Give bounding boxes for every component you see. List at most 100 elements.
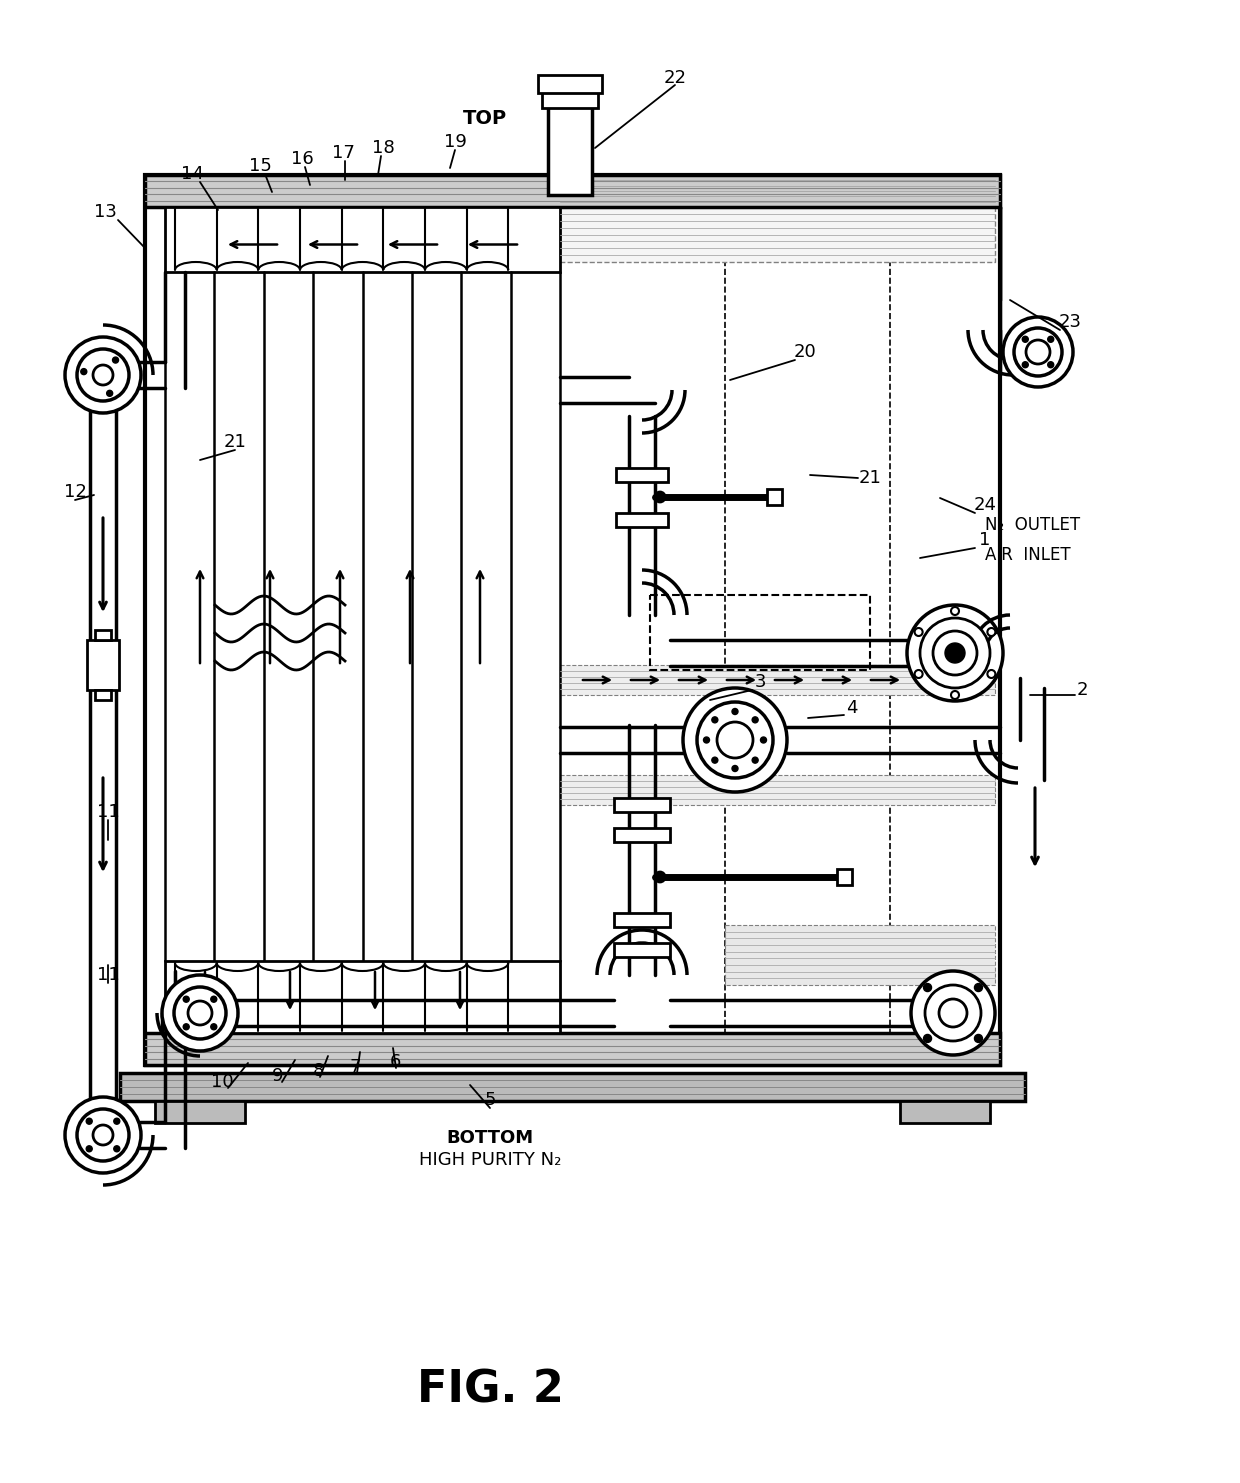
Circle shape bbox=[114, 1118, 120, 1124]
Circle shape bbox=[683, 688, 787, 792]
Circle shape bbox=[939, 1000, 967, 1028]
Text: 21: 21 bbox=[223, 433, 247, 451]
Bar bbox=[538, 76, 601, 93]
Text: 3: 3 bbox=[754, 673, 766, 691]
Circle shape bbox=[1022, 362, 1028, 368]
Circle shape bbox=[987, 670, 996, 678]
Circle shape bbox=[712, 758, 718, 764]
Circle shape bbox=[975, 1035, 982, 1043]
Circle shape bbox=[760, 737, 766, 743]
Circle shape bbox=[951, 607, 959, 615]
Circle shape bbox=[655, 872, 665, 882]
Circle shape bbox=[114, 1146, 120, 1152]
Text: 14: 14 bbox=[181, 165, 203, 182]
Circle shape bbox=[1048, 337, 1054, 343]
Text: N₂  OUTLET: N₂ OUTLET bbox=[985, 516, 1080, 534]
Circle shape bbox=[107, 390, 113, 396]
Circle shape bbox=[211, 1023, 217, 1029]
Circle shape bbox=[920, 618, 990, 688]
Bar bbox=[165, 961, 560, 1034]
Circle shape bbox=[932, 630, 977, 675]
Circle shape bbox=[81, 369, 87, 375]
Circle shape bbox=[1014, 328, 1061, 377]
Circle shape bbox=[162, 974, 238, 1051]
Circle shape bbox=[1048, 362, 1054, 368]
Bar bbox=[837, 869, 852, 885]
Circle shape bbox=[184, 997, 190, 1003]
Circle shape bbox=[951, 691, 959, 698]
Bar bbox=[87, 641, 119, 690]
Bar bbox=[145, 175, 999, 208]
Circle shape bbox=[93, 1126, 113, 1145]
Circle shape bbox=[655, 492, 665, 503]
Bar bbox=[900, 1100, 990, 1123]
Text: 15: 15 bbox=[248, 157, 272, 175]
Text: 2: 2 bbox=[1076, 681, 1087, 698]
Circle shape bbox=[87, 1118, 92, 1124]
Circle shape bbox=[77, 1109, 129, 1161]
Circle shape bbox=[945, 644, 965, 663]
Text: 12: 12 bbox=[63, 483, 87, 501]
Circle shape bbox=[113, 357, 119, 363]
Circle shape bbox=[753, 716, 758, 722]
Bar bbox=[616, 469, 668, 482]
Text: 9: 9 bbox=[273, 1066, 284, 1086]
Bar bbox=[614, 943, 670, 957]
Circle shape bbox=[925, 985, 981, 1041]
Bar bbox=[165, 208, 560, 271]
Text: 5: 5 bbox=[485, 1091, 496, 1109]
Circle shape bbox=[64, 337, 141, 412]
Circle shape bbox=[911, 971, 994, 1054]
Bar bbox=[120, 1074, 1025, 1100]
Text: 11: 11 bbox=[97, 965, 119, 985]
Bar bbox=[560, 208, 994, 262]
Circle shape bbox=[717, 722, 753, 758]
Circle shape bbox=[211, 997, 217, 1003]
Circle shape bbox=[703, 737, 709, 743]
Bar bbox=[145, 1034, 999, 1065]
Circle shape bbox=[1025, 340, 1050, 363]
Text: BOTTOM: BOTTOM bbox=[446, 1129, 533, 1146]
Text: 13: 13 bbox=[93, 203, 117, 221]
Circle shape bbox=[64, 1097, 141, 1173]
Bar bbox=[614, 914, 670, 927]
Circle shape bbox=[1022, 337, 1028, 343]
Circle shape bbox=[987, 627, 996, 636]
Circle shape bbox=[697, 701, 773, 779]
Text: 10: 10 bbox=[211, 1074, 233, 1091]
Circle shape bbox=[712, 716, 718, 722]
Circle shape bbox=[975, 983, 982, 992]
Bar bbox=[155, 1100, 246, 1123]
Circle shape bbox=[87, 1146, 92, 1152]
Circle shape bbox=[184, 1023, 190, 1029]
Circle shape bbox=[732, 765, 738, 771]
Text: 21: 21 bbox=[858, 469, 882, 486]
Circle shape bbox=[188, 1001, 212, 1025]
Circle shape bbox=[924, 1035, 931, 1043]
Text: 7: 7 bbox=[350, 1057, 361, 1077]
Circle shape bbox=[753, 758, 758, 764]
Text: FIG. 2: FIG. 2 bbox=[417, 1369, 563, 1412]
Bar bbox=[614, 798, 670, 813]
Circle shape bbox=[915, 627, 923, 636]
Circle shape bbox=[915, 670, 923, 678]
Text: 11: 11 bbox=[97, 802, 119, 822]
Text: 24: 24 bbox=[973, 495, 997, 515]
Text: HIGH PURITY N₂: HIGH PURITY N₂ bbox=[419, 1151, 562, 1169]
Circle shape bbox=[174, 988, 226, 1040]
Text: AIR  INLET: AIR INLET bbox=[985, 546, 1070, 564]
Circle shape bbox=[924, 983, 931, 992]
Bar bbox=[768, 489, 782, 506]
Bar bbox=[542, 90, 598, 108]
Text: 8: 8 bbox=[312, 1062, 324, 1080]
Circle shape bbox=[1003, 317, 1073, 387]
Text: 23: 23 bbox=[1059, 313, 1081, 331]
Text: 1: 1 bbox=[980, 531, 991, 549]
Text: 22: 22 bbox=[663, 70, 687, 87]
Text: 4: 4 bbox=[846, 698, 858, 716]
Text: 20: 20 bbox=[794, 343, 816, 360]
Bar bbox=[560, 776, 994, 805]
Circle shape bbox=[732, 709, 738, 715]
Bar bbox=[95, 690, 112, 700]
Text: 18: 18 bbox=[372, 139, 394, 157]
